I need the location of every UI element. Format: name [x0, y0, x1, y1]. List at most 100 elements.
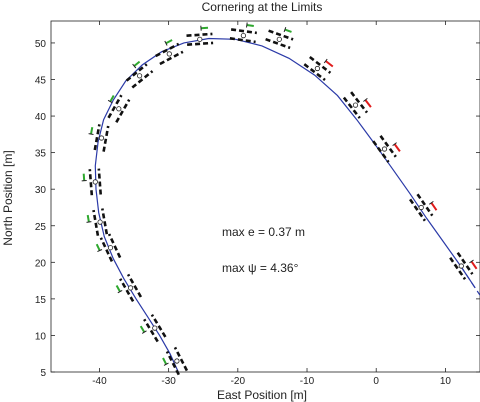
vehicle-outline — [88, 169, 94, 196]
path-markers — [92, 32, 464, 364]
y-tick-label: 15 — [35, 295, 47, 306]
path-marker — [152, 325, 158, 331]
vehicle-heading — [409, 193, 438, 222]
x-tick-label: 10 — [440, 376, 452, 387]
y-tick-label: 45 — [35, 76, 47, 87]
slip-tick — [86, 214, 90, 223]
vehicle-heading — [81, 168, 102, 196]
path-marker — [107, 245, 114, 251]
vehicle-heading — [162, 346, 189, 376]
vehicle-outline — [92, 209, 100, 236]
vehicle-heading — [449, 251, 478, 280]
vehicle-heading — [107, 94, 131, 123]
vehicle-outline — [131, 70, 154, 89]
path-marker — [174, 358, 180, 364]
vehicle-outline — [119, 278, 135, 303]
slip-tick — [115, 285, 121, 293]
y-tick-labels: 5 10 15 20 25 30 35 40 45 50 — [35, 39, 47, 379]
x-tick-label: -20 — [231, 376, 246, 387]
vehicle-outline — [159, 50, 184, 66]
vehicle-heading — [115, 273, 143, 303]
slip-tick-cap — [323, 58, 328, 64]
slip-tick-cap — [132, 63, 137, 69]
vehicle-outline — [143, 318, 159, 343]
vehicle-outline — [309, 55, 332, 74]
y-tick-label: 10 — [35, 331, 47, 342]
slip-tick — [90, 127, 94, 135]
vehicle-outline — [99, 237, 114, 262]
slip-tick — [393, 143, 401, 152]
slip-tick-cap — [97, 249, 103, 253]
slip-tick-cap — [392, 142, 397, 147]
path-marker — [116, 106, 122, 112]
path-marker — [98, 135, 105, 141]
vehicle-outline — [173, 346, 189, 372]
slip-tick — [200, 26, 209, 30]
vehicle-heading — [125, 60, 154, 89]
path-marker — [128, 285, 134, 291]
vehicle-heading — [86, 208, 109, 236]
vehicle-heading — [95, 233, 122, 262]
path-marker — [240, 32, 246, 39]
path-series-0 — [94, 37, 476, 373]
vehicle-outline — [372, 140, 390, 163]
path-marker — [166, 51, 172, 57]
vehicle-outline — [125, 63, 148, 82]
vehicle-heading — [342, 91, 372, 119]
vehicle-heading — [155, 39, 184, 66]
vehicle-outline — [126, 273, 143, 298]
x-tick-labels: -40 -30 -20 -10 0 10 — [92, 376, 451, 387]
slip-tick — [284, 28, 292, 33]
x-tick-label: 0 — [373, 376, 379, 387]
vehicle-outline — [456, 251, 474, 275]
y-axis-label: North Position [m] — [1, 150, 15, 245]
y-tick-label: 40 — [35, 112, 47, 123]
path-marker — [314, 65, 320, 72]
path-marker — [97, 219, 103, 225]
slip-tick-cap — [88, 133, 94, 135]
y-tick-label: 50 — [35, 39, 47, 50]
vehicle-outline — [379, 135, 397, 158]
vehicle-heading — [229, 22, 257, 44]
vehicle-outline — [165, 350, 180, 376]
x-tick-label: -40 — [92, 376, 107, 387]
slip-tick — [325, 60, 334, 68]
vehicle-outline — [107, 233, 122, 259]
vehicle-outline — [97, 168, 102, 195]
slip-tick-cap — [117, 289, 123, 294]
path-marker — [458, 263, 464, 269]
path-marker — [418, 204, 424, 211]
slip-tick — [470, 260, 478, 270]
annotation-max-psi: max ψ = 4.36° — [222, 261, 299, 275]
vehicle-heading — [186, 25, 214, 46]
vehicle-path — [94, 37, 480, 373]
slip-tick — [95, 243, 101, 251]
vehicle-heading — [265, 27, 294, 50]
plot-area — [50, 20, 480, 373]
vehicle-outline — [449, 257, 467, 280]
slip-tick-cap — [246, 22, 248, 28]
path-marker — [276, 36, 282, 42]
slip-tick — [430, 202, 438, 211]
vehicle-outline — [230, 28, 257, 35]
vehicle-outline — [342, 96, 361, 119]
vehicle-heading — [139, 314, 167, 343]
vehicle-heading — [303, 55, 334, 82]
path-marker — [381, 146, 388, 152]
chart-title: Cornering at the Limits — [202, 0, 323, 14]
y-tick-label: 30 — [35, 185, 47, 196]
vehicle-outline — [268, 29, 294, 41]
vehicle-outline — [187, 41, 214, 46]
slip-tick — [109, 95, 115, 103]
slip-tick — [139, 325, 146, 333]
vehicle-outline — [416, 193, 434, 217]
slip-tick-cap — [86, 221, 92, 223]
vehicle-outline — [303, 63, 326, 82]
slip-tick — [364, 99, 372, 108]
y-tick-label: 20 — [35, 258, 47, 269]
vehicle-outline — [107, 94, 123, 119]
vehicle-heading — [372, 135, 401, 163]
x-tick-label: -30 — [161, 376, 176, 387]
vehicle-outline — [265, 37, 291, 50]
